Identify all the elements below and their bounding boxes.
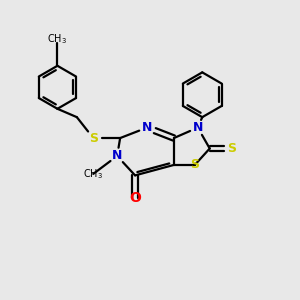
Text: N: N (142, 121, 152, 134)
Text: CH$_3$: CH$_3$ (47, 32, 68, 46)
Text: S: S (190, 158, 199, 171)
Text: S: S (89, 132, 98, 145)
Text: N: N (193, 121, 203, 134)
Text: O: O (129, 191, 141, 205)
Text: S: S (228, 142, 237, 155)
Text: N: N (112, 149, 122, 163)
Text: CH$_3$: CH$_3$ (83, 167, 103, 181)
